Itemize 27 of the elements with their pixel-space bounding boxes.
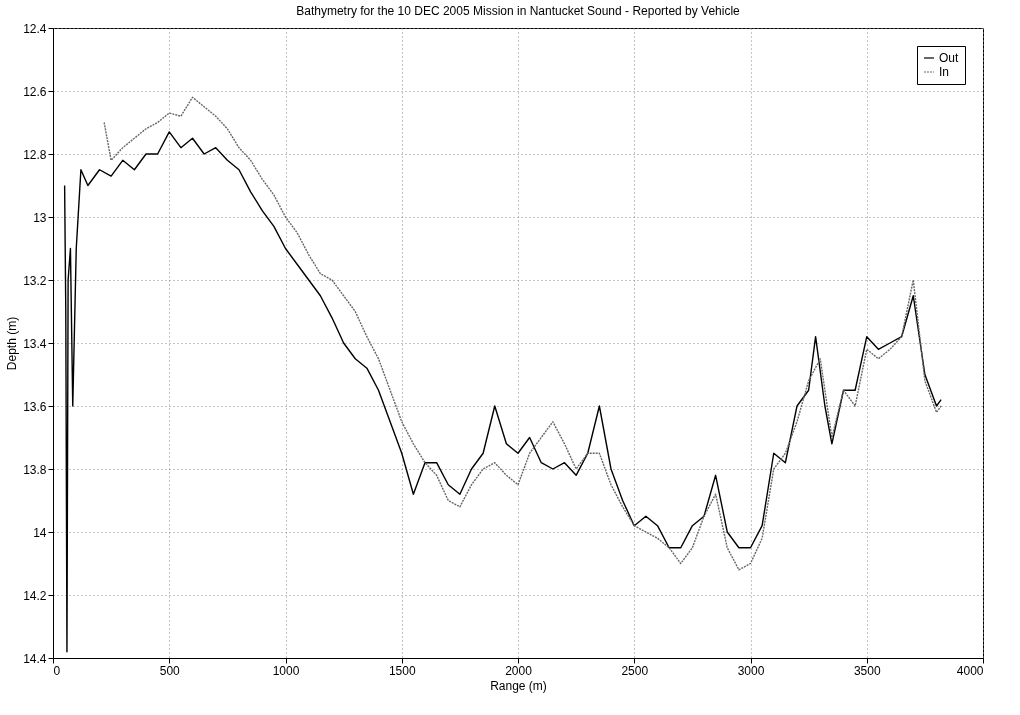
y-tick-label: 13.4 [23,336,47,351]
x-tick-label: 2000 [505,663,533,678]
y-tick-label: 12.4 [23,21,47,36]
legend-label: In [939,65,950,79]
line-series [103,96,942,571]
x-tick-label: 3500 [853,663,881,678]
x-tick-label: 4000 [956,663,984,678]
x-tick-label: 500 [159,663,181,678]
y-tick-label: 13 [33,210,47,225]
line-series [63,131,942,653]
y-tick-label: 13.2 [23,273,47,288]
legend-label: Out [939,51,960,65]
x-tick-label: 3000 [737,663,765,678]
y-tick-label: 14.4 [23,651,47,666]
y-tick-label: 14 [33,525,47,540]
y-tick-label: 13.8 [23,462,47,477]
y-tick-label: 12.8 [23,147,47,162]
x-tick-label: 1500 [388,663,416,678]
x-axis-title: Range (m) [490,678,547,693]
y-tick-label: 14.2 [23,588,47,603]
y-tick-label: 13.6 [23,399,47,414]
x-tick-label: 0 [53,663,61,678]
x-tick-label: 1000 [272,663,300,678]
x-tick-label: 2500 [621,663,649,678]
y-axis-title: Depth (m) [5,316,20,371]
chart-title: Bathymetry for the 10 DEC 2005 Mission in Nantucket Sound - Reported by Vehicle [296,4,741,18]
y-tick-label: 12.6 [23,84,47,99]
